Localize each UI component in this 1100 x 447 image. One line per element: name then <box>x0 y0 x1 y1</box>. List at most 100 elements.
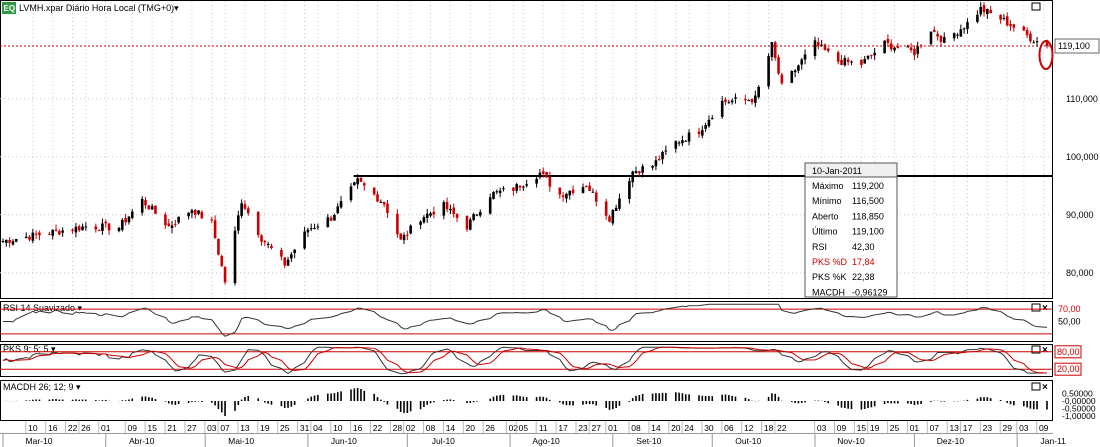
candle-body <box>1029 33 1032 42</box>
x-day-label: 14 <box>651 423 661 433</box>
candle-body <box>929 31 933 44</box>
x-month-label: Mai-10 <box>228 436 254 446</box>
x-day-label: 31 <box>300 423 310 433</box>
candle-body <box>893 47 896 51</box>
candle-body <box>959 29 963 37</box>
x-day-label: 12 <box>744 423 754 433</box>
candle-body <box>11 241 15 245</box>
candle-body <box>200 211 204 219</box>
candle-body <box>933 29 936 32</box>
candle-body <box>492 191 495 200</box>
candle-body <box>1022 26 1026 31</box>
candle-body <box>873 52 876 56</box>
candle-body <box>870 55 873 57</box>
x-month-label: Mar-10 <box>26 436 53 446</box>
candle-body <box>150 206 154 210</box>
candle-body <box>386 203 389 214</box>
candle-body <box>906 46 910 48</box>
candle-body <box>1002 17 1006 19</box>
macdh-tick-label: -0,00000 <box>1062 396 1096 406</box>
candle-body <box>455 213 459 218</box>
candle-body <box>840 59 843 65</box>
last-price-tag <box>1054 38 1100 54</box>
candle-body <box>256 211 260 236</box>
candle-body <box>770 42 774 58</box>
price-panel-maximize-icon[interactable] <box>1031 2 1041 11</box>
candle-body <box>942 37 946 43</box>
candle-body <box>107 223 111 231</box>
candle-body <box>24 236 28 239</box>
x-month-label: Abr-10 <box>129 436 155 446</box>
candle-body <box>263 240 267 243</box>
candle-body <box>1009 24 1012 27</box>
info-row-label: Último <box>812 227 838 237</box>
price-tick-label: 80,000 <box>1066 268 1094 278</box>
x-day-label: 09 <box>128 423 138 433</box>
info-row-label: Aberto <box>812 211 839 221</box>
candle-body <box>197 210 200 214</box>
x-day-label: 14 <box>446 423 456 433</box>
macdh-panel-close-icon[interactable]: × <box>1042 382 1048 393</box>
x-day-label: 22 <box>373 423 383 433</box>
candle-body <box>372 187 376 195</box>
candle-body <box>154 205 157 214</box>
x-day-label: 01 <box>101 423 111 433</box>
candle-body <box>498 190 502 193</box>
candle-body <box>913 48 916 56</box>
x-day-label: 01 <box>608 423 618 433</box>
candle-body <box>382 201 386 205</box>
candle-body <box>71 229 74 231</box>
candle-body <box>956 34 959 36</box>
pks-panel-close-icon[interactable]: × <box>1042 345 1048 356</box>
candle-body <box>651 165 654 168</box>
price-tick-label: 90,000 <box>1066 210 1094 220</box>
pks-panel-maximize-icon[interactable] <box>1031 345 1041 354</box>
candle-body <box>588 185 591 192</box>
pks-panel-title[interactable]: PKS 9; 5; 5 ▾ <box>3 344 56 354</box>
candle-body <box>101 223 104 232</box>
macdh-panel-maximize-icon[interactable] <box>1031 382 1041 391</box>
candle-body <box>240 203 243 216</box>
rsi-panel-title[interactable]: RSI 14 Suavizado ▾ <box>3 303 83 313</box>
candle-body <box>237 215 240 231</box>
x-axis-labels: 10 16 22 26 01 09 15 21 27 03 07 13 19 25 31 04 10 16 22 28… <box>2 421 1066 447</box>
candle-body <box>14 239 18 242</box>
candle-body <box>866 55 870 59</box>
x-day-label: 07 <box>220 423 230 433</box>
pks-level-tag <box>1054 345 1082 359</box>
candle-body <box>710 117 714 120</box>
candle-body <box>608 216 611 222</box>
candle-body <box>174 223 177 225</box>
candle-body <box>313 227 316 229</box>
rsi-panel-close-icon[interactable]: × <box>1042 303 1048 314</box>
pks-d-line <box>2 346 1048 374</box>
candle-body <box>104 221 108 224</box>
candle-body <box>976 14 979 22</box>
chart-title[interactable]: LVMH.xpar Diário Hora Local (TMG+0)▾ <box>19 3 179 13</box>
candle-body <box>535 178 538 184</box>
x-day-label: 25 <box>890 423 900 433</box>
candle-body <box>422 217 426 223</box>
x-day-label: 08 <box>426 423 436 433</box>
candle-body <box>130 211 134 218</box>
candle-body <box>687 132 691 142</box>
candle-body <box>850 61 853 63</box>
candle-body <box>558 187 562 195</box>
macdh-panel-title[interactable]: MACDH 26; 12; 9 ▾ <box>3 382 81 392</box>
info-row-value: 119,100 <box>852 227 884 237</box>
candle-body <box>167 223 171 227</box>
candle-body <box>754 95 757 104</box>
info-box-date: 10-Jan-2011 <box>812 166 862 176</box>
candle-body <box>190 210 194 214</box>
candle-body <box>863 59 867 64</box>
candle-body <box>359 177 363 182</box>
x-month-label: Jan-11 <box>1040 436 1066 446</box>
x-day-label: 06 <box>724 423 734 433</box>
macdh-tick-label: -0,50000 <box>1062 404 1096 414</box>
candle-body <box>449 208 452 211</box>
rsi-panel-maximize-icon[interactable] <box>1031 303 1041 312</box>
candle-body <box>243 204 247 209</box>
info-row-label: PKS %D <box>812 257 848 267</box>
candle-body <box>750 98 754 103</box>
